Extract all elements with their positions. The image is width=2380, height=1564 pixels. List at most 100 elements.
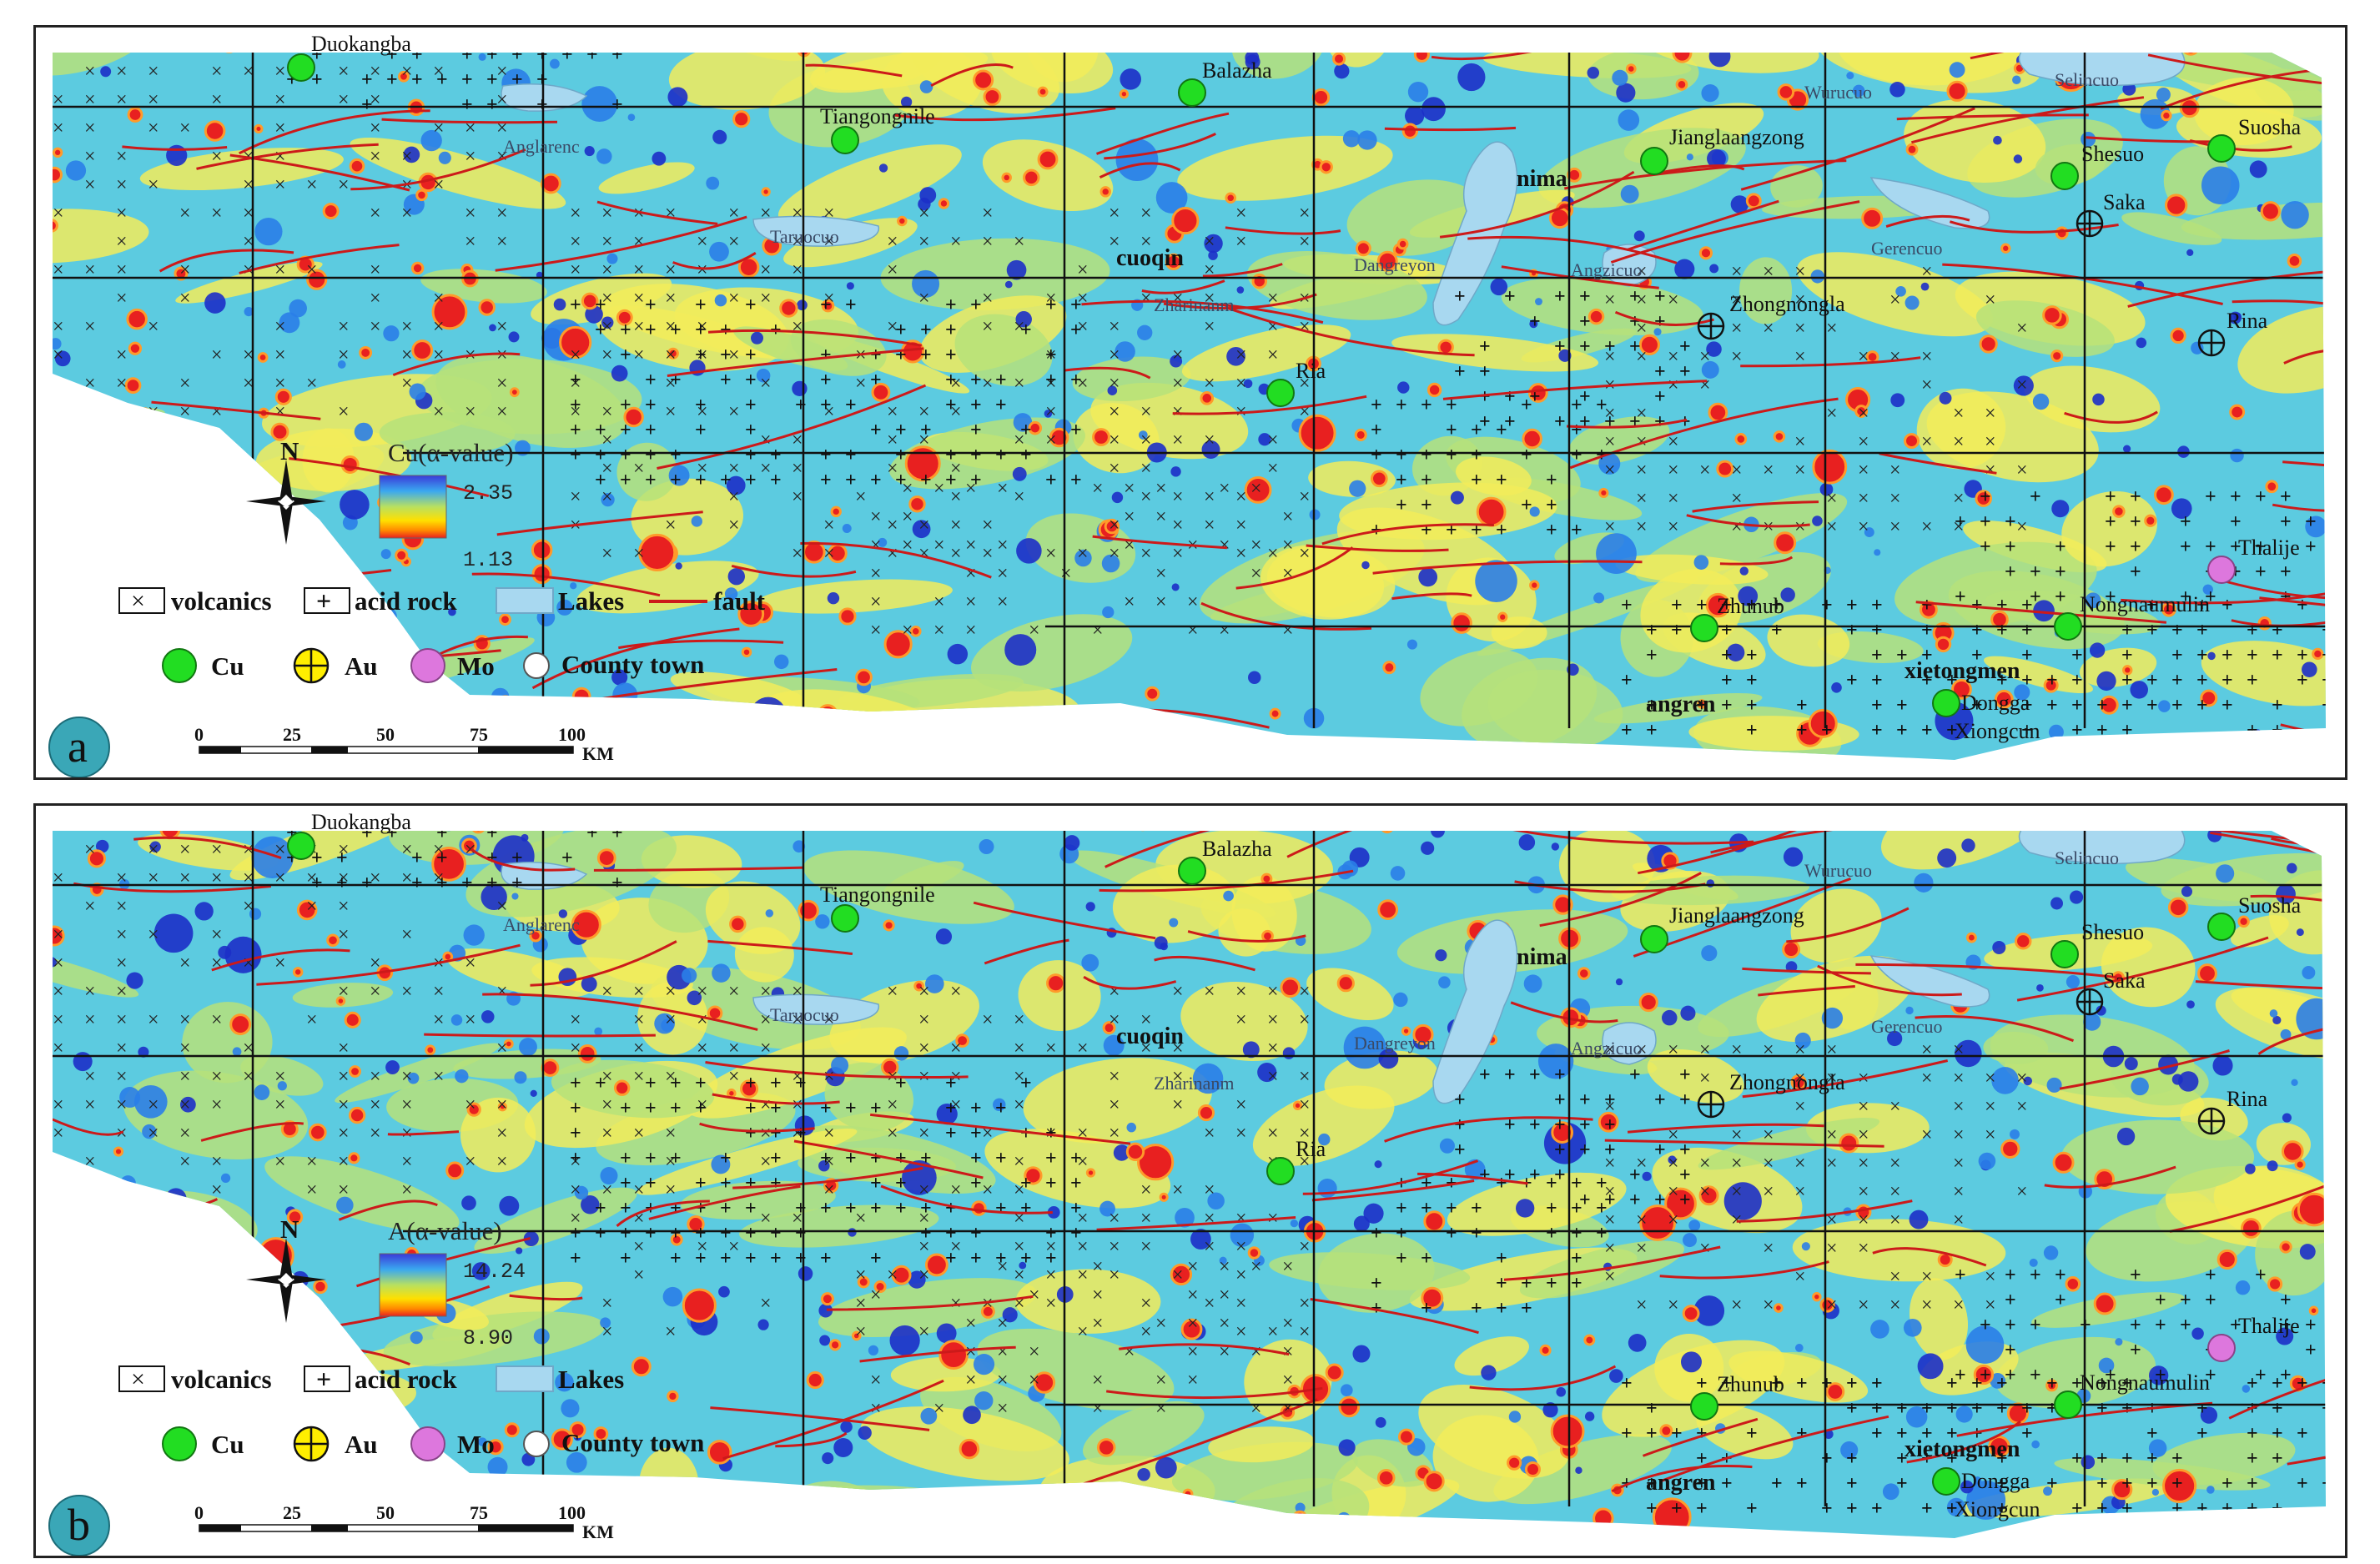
low-anomaly bbox=[1138, 430, 1148, 440]
high-anomaly bbox=[973, 69, 994, 91]
volcanics-symbol: × bbox=[211, 1179, 223, 1201]
low-anomaly bbox=[410, 1331, 423, 1345]
volcanics-symbol: × bbox=[1858, 1153, 1869, 1174]
high-anomaly bbox=[394, 652, 409, 667]
volcanics-symbol: × bbox=[665, 1321, 677, 1343]
lake bbox=[752, 993, 879, 1025]
volcanics-symbol: × bbox=[1219, 1256, 1230, 1278]
low-anomaly bbox=[1794, 1032, 1811, 1049]
volcanics-symbol: × bbox=[116, 373, 128, 395]
volcanics-symbol: × bbox=[1109, 344, 1120, 366]
cu-deposit-zhunub bbox=[1690, 614, 1718, 642]
acid-rock-symbol: + bbox=[1646, 645, 1658, 666]
acid-rock-symbol: + bbox=[2205, 1265, 2216, 1286]
volcanics-symbol: × bbox=[1014, 1151, 1025, 1173]
acid-rock-symbol: + bbox=[1446, 445, 1457, 466]
fault-line bbox=[984, 938, 1069, 965]
place-label-zhongnongla: Zhongnongla bbox=[1729, 292, 1845, 316]
low-anomaly bbox=[2216, 864, 2235, 883]
low-anomaly bbox=[1012, 466, 1027, 481]
high-anomaly bbox=[186, 1298, 208, 1320]
colorbar-max: 14.24 bbox=[463, 1260, 526, 1284]
acid-rock-symbol: + bbox=[2255, 1265, 2267, 1286]
high-anomaly bbox=[53, 925, 65, 947]
low-anomaly bbox=[1668, 1155, 1677, 1164]
volcanics-symbol: × bbox=[633, 458, 645, 480]
acid-rock-symbol: + bbox=[995, 1098, 1007, 1119]
acid-rock-symbol: + bbox=[695, 1223, 707, 1245]
acid-rock-symbol: + bbox=[1454, 1089, 1466, 1111]
volcanics-symbol: × bbox=[1235, 543, 1247, 565]
low-anomaly bbox=[1274, 28, 1282, 36]
high-anomaly bbox=[1819, 1297, 1835, 1313]
town-label-cuoqin: cuoqin bbox=[1116, 1023, 1184, 1049]
volcanics-symbol: × bbox=[950, 543, 962, 565]
low-anomaly bbox=[1973, 1476, 1982, 1485]
background-patch bbox=[680, 1180, 836, 1220]
low-anomaly bbox=[1120, 68, 1141, 90]
low-anomaly bbox=[1739, 566, 1749, 576]
volcanics-symbol: × bbox=[433, 288, 445, 309]
place-label-tiangongnile: Tiangongnile bbox=[820, 104, 935, 128]
low-anomaly bbox=[533, 1328, 550, 1345]
acid-rock-symbol: + bbox=[586, 822, 598, 844]
acid-rock-symbol: + bbox=[1396, 1223, 1407, 1245]
volcanics-symbol: × bbox=[1092, 1313, 1104, 1335]
low-anomaly bbox=[1701, 945, 1718, 962]
acid-rock-symbol: + bbox=[995, 445, 1007, 466]
volcanics-symbol: × bbox=[1250, 478, 1262, 500]
background-patch bbox=[2054, 1457, 2271, 1491]
acid-rock-symbol: + bbox=[1396, 1198, 1407, 1220]
volcanics-symbol: × bbox=[1889, 1209, 1901, 1231]
acid-rock-symbol: + bbox=[2071, 695, 2083, 717]
fault-line bbox=[1302, 1159, 1478, 1195]
fault-line bbox=[2272, 493, 2326, 512]
volcanics-symbol: × bbox=[997, 591, 1009, 613]
place-label-nongnaumulin: Nongnaumulin bbox=[2080, 592, 2210, 616]
volcanics-symbol: × bbox=[243, 1038, 254, 1059]
fault-line bbox=[424, 1033, 656, 1038]
place-label-nongnaumulin: Nongnaumulin bbox=[2080, 1370, 2210, 1395]
volcanics-symbol: × bbox=[1668, 1209, 1679, 1231]
acid-rock-symbol: + bbox=[1921, 720, 1933, 742]
acid-rock-symbol: + bbox=[1846, 595, 1858, 616]
background-patch bbox=[140, 1271, 319, 1335]
high-anomaly bbox=[168, 442, 179, 455]
acid-rock-symbol: + bbox=[511, 847, 523, 869]
acid-rock-symbol: + bbox=[1721, 670, 1733, 691]
volcanics-symbol: × bbox=[1267, 458, 1279, 480]
fault-line bbox=[1081, 299, 1324, 324]
high-anomaly bbox=[983, 88, 1002, 106]
acid-rock-symbol: + bbox=[1955, 1265, 1966, 1286]
acid-rock-symbol: + bbox=[1554, 1164, 1566, 1186]
acid-rock-symbol: + bbox=[386, 69, 398, 91]
low-anomaly bbox=[691, 515, 702, 527]
volcanics-symbol: × bbox=[1235, 486, 1247, 508]
volcanics-symbol: × bbox=[1092, 478, 1104, 500]
high-anomaly bbox=[924, 1253, 948, 1277]
acid-rock-symbol: + bbox=[670, 470, 682, 491]
low-anomaly bbox=[993, 1098, 1006, 1111]
low-anomaly bbox=[70, 571, 90, 591]
high-anomaly bbox=[581, 292, 599, 310]
volcanics-symbol: × bbox=[1077, 1208, 1089, 1230]
low-anomaly bbox=[556, 599, 573, 616]
background-patch bbox=[803, 850, 1014, 924]
volcanics-symbol: × bbox=[465, 1151, 476, 1173]
volcanics-symbol: × bbox=[918, 1236, 930, 1258]
volcanics-symbol: × bbox=[855, 1265, 867, 1286]
volcanics-symbol: × bbox=[697, 231, 708, 253]
low-anomaly bbox=[2275, 883, 2296, 904]
volcanics-symbol: × bbox=[1092, 1285, 1104, 1306]
high-anomaly bbox=[124, 377, 142, 395]
high-anomaly bbox=[740, 1079, 759, 1099]
svg-text:×: × bbox=[131, 1365, 145, 1393]
high-anomaly bbox=[571, 909, 601, 940]
background-patch bbox=[139, 148, 344, 191]
acid-rock-symbol: + bbox=[895, 470, 907, 491]
high-anomaly bbox=[551, 1428, 573, 1451]
volcanics-symbol: × bbox=[1045, 430, 1057, 451]
acid-rock-symbol: + bbox=[620, 1173, 631, 1194]
acid-rock-symbol: + bbox=[1596, 1173, 1608, 1194]
high-anomaly bbox=[1225, 192, 1236, 204]
